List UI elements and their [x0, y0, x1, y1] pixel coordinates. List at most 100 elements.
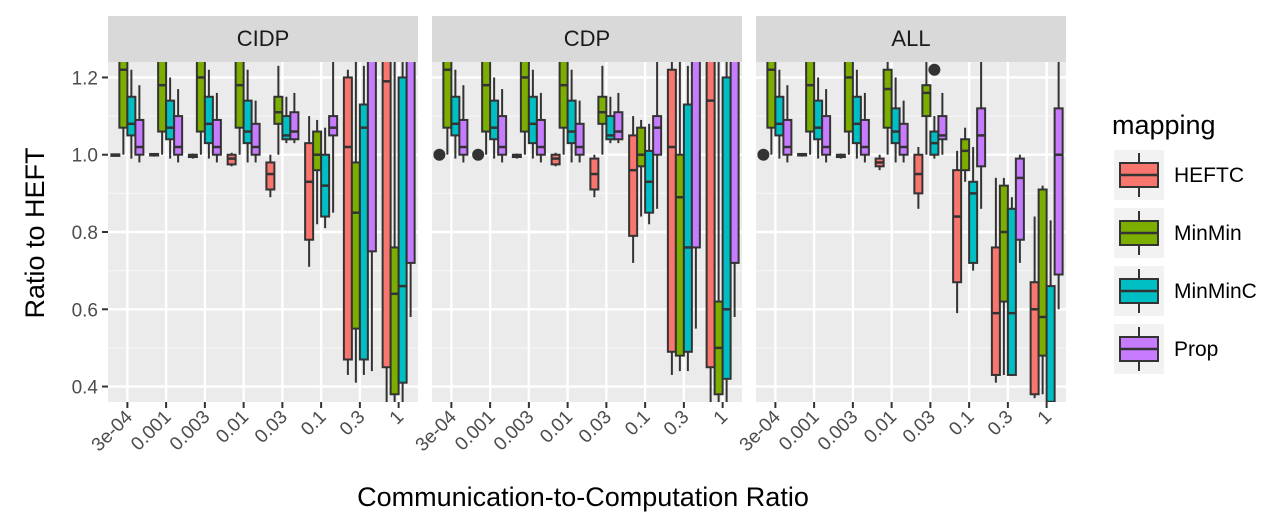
box-body	[652, 115, 663, 156]
box-prop	[366, 62, 377, 372]
box-minmin	[921, 62, 932, 155]
box-minmin	[519, 62, 530, 155]
box-minmin	[960, 127, 971, 182]
x-tick-label: 3e-04	[412, 406, 462, 456]
box-heftc	[381, 62, 392, 402]
box-body	[289, 111, 300, 141]
box-body	[682, 103, 693, 353]
x-tick-label: 0.3	[336, 407, 370, 441]
box-heftc	[874, 154, 885, 171]
box-minminc	[929, 116, 940, 159]
x-tick-label: 0.001	[451, 407, 499, 455]
box-minmin	[882, 62, 893, 155]
facet-strip	[108, 16, 418, 62]
box-body	[397, 76, 408, 384]
box-heftc	[511, 153, 522, 159]
box-body	[450, 95, 461, 137]
legend-label: MinMin	[1174, 222, 1242, 245]
box-minmin	[805, 62, 816, 155]
box-body	[1037, 188, 1048, 357]
box-body	[674, 153, 685, 357]
box-body	[998, 184, 1009, 303]
legend: mapping HEFTC MinMin MinMinC Prop	[1112, 110, 1257, 374]
box-heftc	[913, 147, 924, 209]
box-prop	[937, 92, 948, 155]
box-minminc	[450, 69, 461, 159]
box-prop	[690, 62, 701, 329]
box-minminc	[774, 69, 785, 159]
box-body	[1045, 285, 1056, 402]
box-body	[729, 62, 740, 264]
y-tick-label: 0.4	[72, 378, 99, 399]
box-heftc	[589, 154, 600, 198]
y-tick-label: 0.6	[72, 300, 98, 321]
box-body	[636, 126, 647, 168]
box-body	[342, 76, 353, 361]
box-body	[1014, 157, 1025, 241]
box-heftc	[705, 62, 716, 402]
box-minmin	[118, 62, 129, 155]
box-minmin	[273, 65, 284, 155]
box-prop	[1053, 62, 1064, 310]
x-tick-label: 0.3	[660, 407, 694, 441]
box-heftc	[952, 150, 963, 314]
y-tick-label: 0.8	[72, 223, 98, 244]
y-tick-label: 1.2	[72, 68, 98, 89]
legend-label: Prop	[1174, 338, 1218, 361]
box-prop	[613, 92, 624, 144]
box-minminc	[1006, 197, 1017, 376]
box-minminc	[968, 147, 979, 271]
x-tick-label: 0.03	[251, 407, 292, 448]
legend-entry-heftc: HEFTC	[1114, 150, 1244, 200]
box-minminc	[644, 123, 655, 225]
box-minmin	[195, 62, 206, 155]
box-body	[234, 62, 245, 129]
x-tick-label: 0.1	[297, 407, 331, 441]
legend-label: HEFTC	[1174, 164, 1244, 187]
box-body	[1029, 281, 1040, 396]
box-heftc	[797, 152, 808, 157]
box-body	[859, 118, 870, 156]
box-body	[1006, 207, 1017, 376]
box-body	[976, 107, 987, 168]
box-body	[358, 103, 369, 361]
box-body	[265, 161, 276, 191]
box-body	[960, 138, 971, 172]
outlier-point	[757, 148, 770, 161]
x-tick-label: 0.1	[621, 407, 655, 441]
x-tick-label: 0.003	[166, 407, 214, 455]
box-body	[952, 169, 963, 284]
box-heftc	[990, 177, 1001, 383]
box-body	[890, 107, 901, 145]
box-heftc	[550, 152, 561, 167]
box-prop	[976, 62, 987, 209]
box-minmin	[558, 62, 569, 155]
box-minminc	[566, 69, 577, 163]
y-tick-label: 1.0	[72, 146, 98, 167]
box-body	[535, 118, 546, 156]
box-prop	[729, 62, 740, 317]
outlier-point	[928, 63, 941, 76]
box-minminc	[397, 62, 408, 402]
box-minmin	[843, 62, 854, 155]
x-axis-title: Communication-to-Computation Ratio	[357, 482, 809, 512]
box-minmin	[442, 62, 453, 155]
box-prop	[134, 85, 145, 163]
box-heftc	[110, 153, 121, 157]
facet-strip-label: ALL	[891, 26, 930, 51]
box-minmin	[636, 119, 647, 217]
box-heftc	[187, 153, 198, 159]
box-body	[527, 95, 538, 145]
box-body	[173, 115, 184, 156]
box-prop	[458, 85, 469, 163]
x-tick-label: 0.003	[490, 407, 538, 455]
box-minminc	[358, 65, 369, 375]
box-body	[312, 130, 323, 172]
box-body	[458, 118, 469, 156]
box-prop	[211, 92, 222, 163]
box-prop	[574, 100, 585, 163]
x-tick-label: 3e-04	[736, 406, 786, 456]
